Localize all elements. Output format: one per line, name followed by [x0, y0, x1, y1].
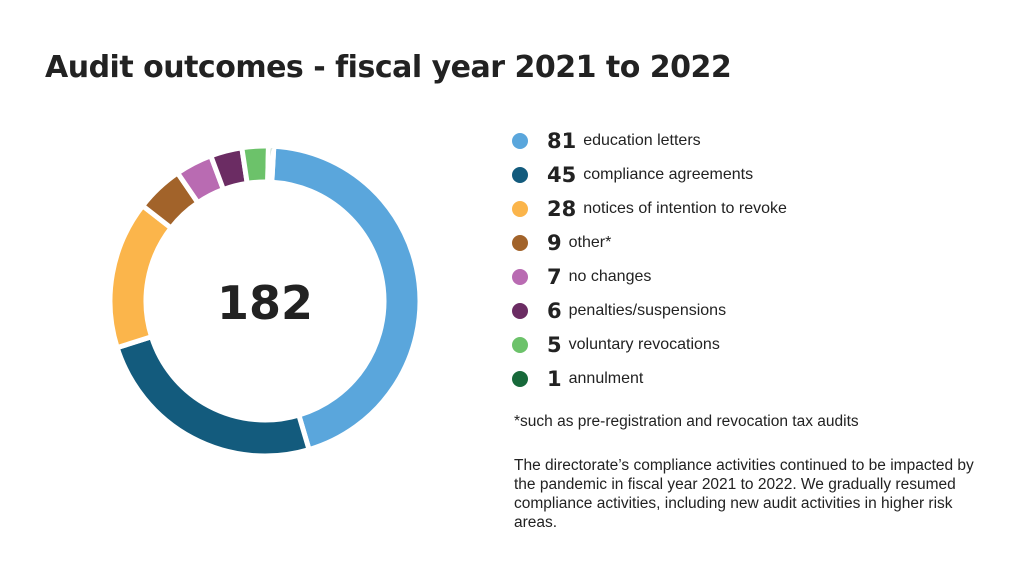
- legend-value: 45: [547, 163, 577, 187]
- donut-slices: [107, 143, 423, 459]
- donut-slice-notices-of-intention-to-revoke: [107, 202, 175, 351]
- donut-slice-compliance-agreements: [114, 333, 313, 459]
- legend-swatch: [512, 235, 528, 251]
- legend-label: no changes: [568, 268, 652, 285]
- legend-swatch: [512, 201, 528, 217]
- legend-swatch: [512, 167, 528, 183]
- donut-chart: 182: [107, 143, 423, 459]
- legend-item: 7 no changes: [512, 260, 787, 294]
- legend-label: voluntary revocations: [568, 336, 720, 353]
- description-paragraph: The directorate’s compliance activities …: [514, 457, 974, 531]
- donut-center-total: 182: [217, 276, 313, 330]
- legend-value: 1: [547, 367, 562, 391]
- legend-value: 81: [547, 129, 577, 153]
- donut-slice-annulment: [265, 143, 277, 185]
- legend-label: education letters: [583, 132, 701, 149]
- legend-swatch: [512, 133, 528, 149]
- legend-item: 45 compliance agreements: [512, 158, 787, 192]
- legend-value: 7: [547, 265, 562, 289]
- legend-item: 6 penalties/suspensions: [512, 294, 787, 328]
- legend-item: 5 voluntary revocations: [512, 328, 787, 362]
- legend-item: 9 other*: [512, 226, 787, 260]
- legend-value: 6: [547, 299, 562, 323]
- donut-slice-education-letters: [269, 143, 423, 453]
- chart-title: Audit outcomes - fiscal year 2021 to 202…: [45, 50, 732, 85]
- legend-label: notices of intention to revoke: [583, 200, 787, 217]
- donut-slice-voluntary-revocations: [238, 143, 272, 187]
- legend-item: 81 education letters: [512, 124, 787, 158]
- legend-swatch: [512, 269, 528, 285]
- footnote: *such as pre-registration and revocation…: [514, 413, 859, 430]
- legend-label: compliance agreements: [583, 166, 754, 183]
- legend-label: penalties/suspensions: [568, 302, 727, 319]
- legend-value: 9: [547, 231, 562, 255]
- legend-item: 1 annulment: [512, 362, 787, 396]
- legend-swatch: [512, 303, 528, 319]
- legend-label: other*: [568, 234, 612, 251]
- legend-value: 5: [547, 333, 562, 357]
- legend-value: 28: [547, 197, 577, 221]
- legend-label: annulment: [568, 370, 644, 387]
- legend-item: 28 notices of intention to revoke: [512, 192, 787, 226]
- chart-legend: 81 education letters 45 compliance agreemen…: [512, 124, 787, 396]
- legend-swatch: [512, 371, 528, 387]
- legend-swatch: [512, 337, 528, 353]
